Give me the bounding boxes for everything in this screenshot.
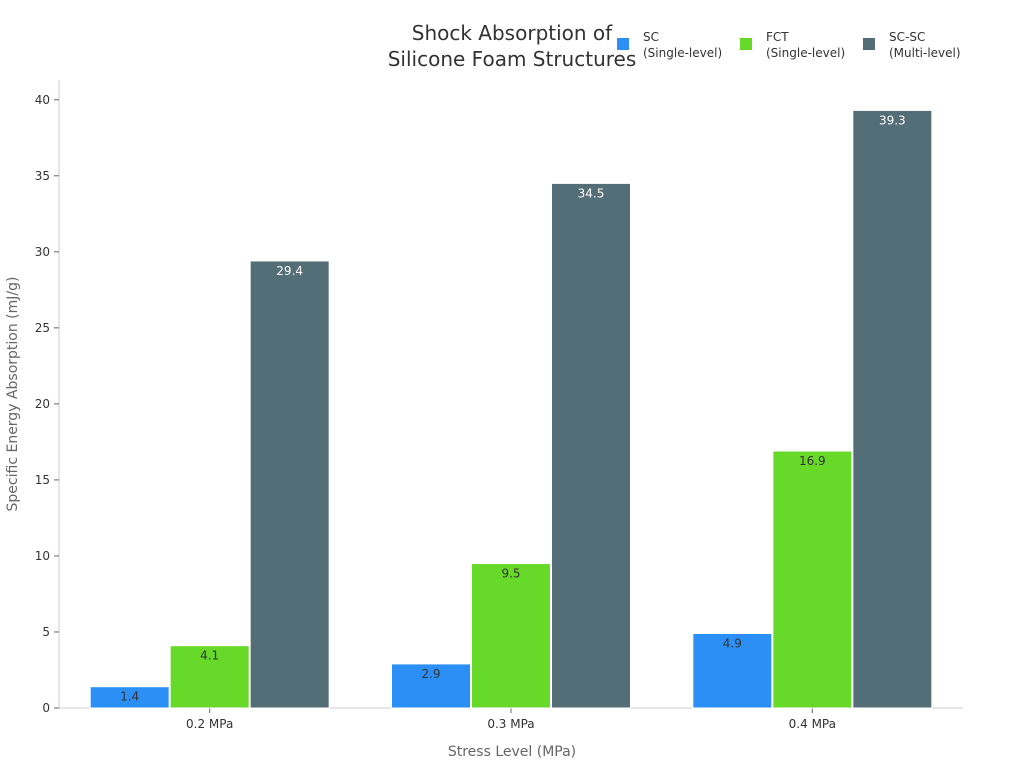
y-tick-label: 5 xyxy=(42,625,50,639)
chart-title: Shock Absorption of Silicone Foam Struct… xyxy=(388,21,637,71)
legend-swatch xyxy=(863,38,875,50)
bar-labels: 1.4 4.1 29.4 2.9 9.5 34.5 4.9 16.9 39.3 xyxy=(120,113,906,703)
bar xyxy=(89,686,170,709)
legend-label: (Single-level) xyxy=(643,46,722,60)
x-axis-label: Stress Level (MPa) xyxy=(448,744,576,760)
x-axis: 0.2 MPa 0.3 MPa 0.4 MPa xyxy=(59,707,963,731)
bar xyxy=(471,563,551,709)
y-tick-label: 20 xyxy=(35,397,50,411)
bars xyxy=(89,109,933,709)
bar xyxy=(391,663,471,709)
bar xyxy=(692,632,773,709)
chart-title-line-2: Silicone Foam Structures xyxy=(388,47,637,71)
y-tick-label: 25 xyxy=(35,321,50,335)
bar-value-label: 2.9 xyxy=(421,667,440,681)
bar-value-label: 9.5 xyxy=(501,567,520,581)
x-tick-label: 0.2 MPa xyxy=(186,717,233,731)
bar xyxy=(772,450,853,709)
bar-value-label: 1.4 xyxy=(120,690,139,704)
x-tick-label: 0.4 MPa xyxy=(789,717,836,731)
y-tick-label: 40 xyxy=(35,93,50,107)
legend-label: SC-SC xyxy=(889,30,925,44)
bar xyxy=(852,109,933,709)
bar-value-label: 39.3 xyxy=(879,113,906,127)
legend: SC (Single-level) FCT (Single-level) SC-SC (M… xyxy=(617,30,961,60)
bar-value-label: 4.9 xyxy=(723,636,742,650)
y-tick-label: 15 xyxy=(35,473,50,487)
y-axis-label: Specific Energy Absorption (mJ/g) xyxy=(5,277,21,512)
bar xyxy=(551,182,631,709)
bar xyxy=(249,260,330,709)
legend-label: FCT xyxy=(766,30,789,44)
y-tick-label: 10 xyxy=(35,549,50,563)
x-tick-label: 0.3 MPa xyxy=(487,717,534,731)
y-axis: 0 5 10 15 20 25 30 35 40 xyxy=(35,80,60,715)
y-tick-label: 0 xyxy=(42,701,50,715)
bar-value-label: 34.5 xyxy=(578,186,605,200)
bar-value-label: 29.4 xyxy=(276,264,303,278)
bar-value-label: 16.9 xyxy=(799,454,826,468)
y-tick-label: 35 xyxy=(35,169,50,183)
legend-swatch xyxy=(617,38,629,50)
legend-label: SC xyxy=(643,30,659,44)
y-tick-label: 30 xyxy=(35,245,50,259)
chart-title-line-1: Shock Absorption of xyxy=(412,21,613,45)
legend-label: (Single-level) xyxy=(766,46,845,60)
legend-label: (Multi-level) xyxy=(889,46,961,60)
bar xyxy=(169,645,250,709)
bar-value-label: 4.1 xyxy=(200,649,219,663)
legend-swatch xyxy=(740,38,752,50)
